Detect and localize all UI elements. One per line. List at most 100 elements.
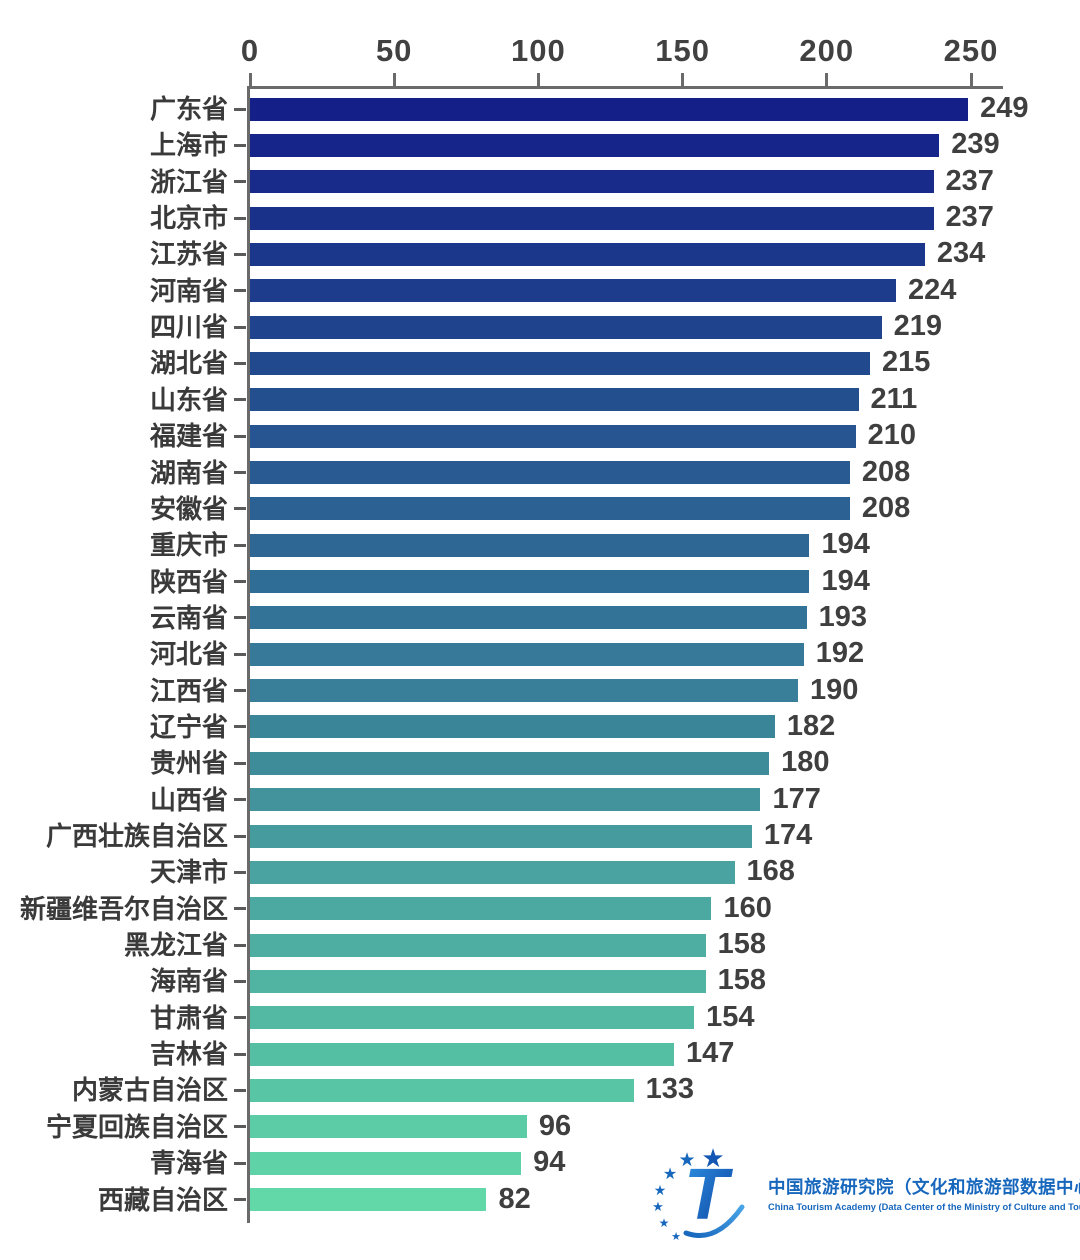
value-label: 237 xyxy=(945,164,994,197)
category-tick xyxy=(234,1088,246,1092)
category-tick xyxy=(234,1125,246,1129)
value-label: 211 xyxy=(870,382,918,415)
logo-subtitle-en: China Tourism Academy (Data Center of th… xyxy=(768,1202,1080,1212)
category-tick xyxy=(234,1198,246,1201)
value-label: 208 xyxy=(861,455,911,488)
category-label: 云南省 xyxy=(149,602,228,633)
x-tick-label: 0 xyxy=(240,33,260,68)
category-label: 浙江省 xyxy=(149,166,228,197)
x-tick-label: 100 xyxy=(511,33,566,68)
bar xyxy=(250,424,856,448)
value-label: 194 xyxy=(821,528,870,561)
value-label: 133 xyxy=(645,1073,694,1106)
value-label: 174 xyxy=(763,819,813,851)
category-label: 安徽省 xyxy=(149,493,228,524)
bar xyxy=(250,1151,522,1175)
category-tick xyxy=(234,725,246,729)
category-tick xyxy=(234,943,246,947)
category-label: 黑龙江省 xyxy=(123,930,228,961)
bar xyxy=(250,570,810,594)
bar xyxy=(250,461,850,484)
category-label: 辽宁省 xyxy=(149,711,228,742)
value-label: 96 xyxy=(538,1109,572,1142)
logo-title-zh: 中国旅游研究院（文化和旅游部数据中心） xyxy=(768,1177,1080,1197)
category-tick xyxy=(234,870,246,874)
bar xyxy=(250,788,761,812)
category-label: 北京市 xyxy=(149,203,228,234)
category-label: 重庆市 xyxy=(149,530,228,561)
x-axis-line xyxy=(247,86,1003,89)
value-label: 147 xyxy=(685,1037,735,1070)
category-tick xyxy=(234,216,246,220)
svg-text:★: ★ xyxy=(652,1200,664,1215)
value-label: 192 xyxy=(815,637,865,670)
x-tick xyxy=(392,73,396,86)
bar xyxy=(250,933,706,957)
value-label: 249 xyxy=(980,92,1029,124)
category-tick xyxy=(234,398,246,402)
value-label: 237 xyxy=(945,201,994,234)
svg-text:★: ★ xyxy=(701,1144,724,1174)
value-label: 210 xyxy=(867,419,917,452)
tourism-academy-logo-icon: ★ ★ ★ ★ ★ ★ ★ T xyxy=(652,1144,745,1243)
value-label: 190 xyxy=(809,673,859,706)
category-tick xyxy=(234,325,246,329)
value-label: 177 xyxy=(772,782,821,815)
bar xyxy=(250,133,940,157)
x-tick xyxy=(969,73,973,86)
bar xyxy=(250,388,859,412)
svg-text:★: ★ xyxy=(663,1164,677,1183)
svg-text:★: ★ xyxy=(678,1149,695,1171)
category-tick xyxy=(234,180,246,184)
category-label: 湖北省 xyxy=(149,348,228,379)
category-tick xyxy=(234,1161,246,1165)
x-tick xyxy=(536,73,540,86)
value-label: 215 xyxy=(882,346,931,379)
value-label: 219 xyxy=(893,310,942,343)
category-label: 广西壮族自治区 xyxy=(45,821,228,851)
category-label: 河北省 xyxy=(149,639,228,670)
x-tick xyxy=(248,73,252,86)
category-tick xyxy=(234,434,246,438)
value-label: 180 xyxy=(781,746,830,779)
category-tick xyxy=(234,907,246,911)
svg-text:★: ★ xyxy=(659,1216,670,1230)
category-label: 天津市 xyxy=(149,857,228,888)
x-tick-label: 150 xyxy=(655,33,710,68)
svg-text:T: T xyxy=(684,1155,734,1235)
category-tick xyxy=(234,543,246,547)
bar xyxy=(250,642,804,666)
category-tick xyxy=(234,361,246,365)
category-tick xyxy=(234,798,246,802)
category-tick xyxy=(234,652,246,656)
category-tick xyxy=(234,289,246,293)
bar xyxy=(250,969,706,993)
category-label: 海南省 xyxy=(149,966,228,997)
value-label: 234 xyxy=(936,237,986,270)
bar xyxy=(250,1188,487,1211)
category-tick xyxy=(234,616,246,620)
bar xyxy=(250,97,969,121)
bar xyxy=(250,497,850,521)
bar xyxy=(250,279,897,303)
category-tick xyxy=(234,507,246,511)
bar xyxy=(250,1115,527,1139)
bar xyxy=(250,1078,634,1102)
bar xyxy=(250,315,882,339)
bar xyxy=(250,170,934,194)
category-tick xyxy=(234,1016,246,1020)
category-label: 西藏自治区 xyxy=(97,1184,228,1215)
category-label: 福建省 xyxy=(149,421,228,452)
china-tourism-academy-logo: ★ ★ ★ ★ ★ ★ ★ T 中国旅游研究院（文化和旅游部数据中心） Chin… xyxy=(650,1138,1080,1248)
value-label: 193 xyxy=(818,600,867,633)
category-label: 山西省 xyxy=(149,784,228,815)
category-tick xyxy=(234,834,246,838)
x-tick-label: 250 xyxy=(943,33,999,68)
category-tick xyxy=(234,979,246,983)
category-tick xyxy=(234,252,246,256)
bar xyxy=(250,897,712,921)
value-label: 182 xyxy=(786,709,836,742)
category-label: 内蒙古自治区 xyxy=(71,1075,228,1106)
category-label: 山东省 xyxy=(149,384,228,415)
